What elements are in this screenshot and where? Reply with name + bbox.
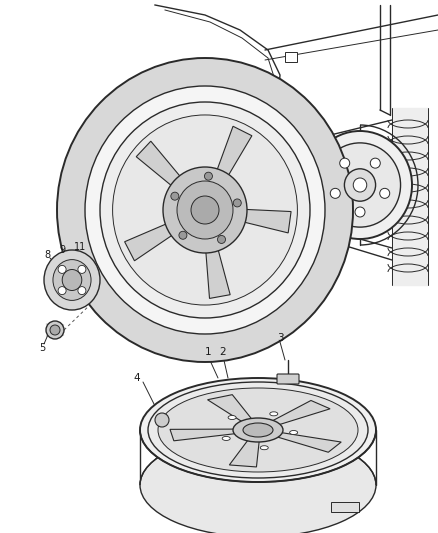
Ellipse shape [100,102,310,318]
Ellipse shape [270,412,278,416]
Ellipse shape [243,423,273,437]
Polygon shape [136,141,193,199]
Ellipse shape [290,431,298,434]
Ellipse shape [155,413,169,427]
FancyBboxPatch shape [277,374,299,384]
Ellipse shape [222,437,230,440]
Ellipse shape [58,265,66,273]
Ellipse shape [58,287,66,295]
Ellipse shape [50,325,60,335]
FancyBboxPatch shape [331,502,359,512]
Ellipse shape [319,143,401,227]
Text: 11: 11 [74,242,86,252]
Ellipse shape [233,199,241,207]
Ellipse shape [380,188,390,198]
Polygon shape [204,230,230,298]
Ellipse shape [140,433,376,533]
Ellipse shape [171,192,179,200]
Ellipse shape [53,260,91,301]
Ellipse shape [44,250,100,310]
Ellipse shape [205,172,212,180]
Ellipse shape [62,270,82,290]
Ellipse shape [46,321,64,339]
Text: 8: 8 [44,250,50,260]
Text: 4: 4 [134,373,140,383]
Ellipse shape [78,287,86,295]
Ellipse shape [148,382,368,478]
Ellipse shape [218,236,226,244]
Ellipse shape [158,388,358,472]
Text: 2: 2 [220,347,226,357]
Ellipse shape [191,196,219,224]
Polygon shape [200,65,252,132]
Text: 9: 9 [59,245,65,255]
Ellipse shape [177,181,233,239]
FancyBboxPatch shape [285,52,297,62]
Ellipse shape [260,446,268,450]
Polygon shape [208,394,254,424]
Ellipse shape [140,378,376,482]
Ellipse shape [85,86,325,334]
Ellipse shape [228,416,236,419]
Ellipse shape [353,178,367,192]
Ellipse shape [78,265,86,273]
Ellipse shape [330,188,340,198]
Polygon shape [267,400,330,426]
Ellipse shape [233,418,283,442]
Ellipse shape [179,231,187,239]
Text: 3: 3 [277,333,283,343]
Polygon shape [392,108,428,285]
Polygon shape [271,432,341,452]
Ellipse shape [113,115,297,305]
Ellipse shape [340,158,350,168]
Ellipse shape [308,131,412,239]
Ellipse shape [370,158,380,168]
Ellipse shape [57,58,353,362]
Ellipse shape [344,169,376,201]
Polygon shape [125,216,189,261]
Ellipse shape [355,207,365,217]
Polygon shape [170,429,241,441]
Polygon shape [210,126,252,193]
Ellipse shape [163,167,247,253]
Polygon shape [225,208,291,233]
Text: 5: 5 [39,343,45,353]
Polygon shape [230,437,260,467]
Text: 1: 1 [205,347,211,357]
